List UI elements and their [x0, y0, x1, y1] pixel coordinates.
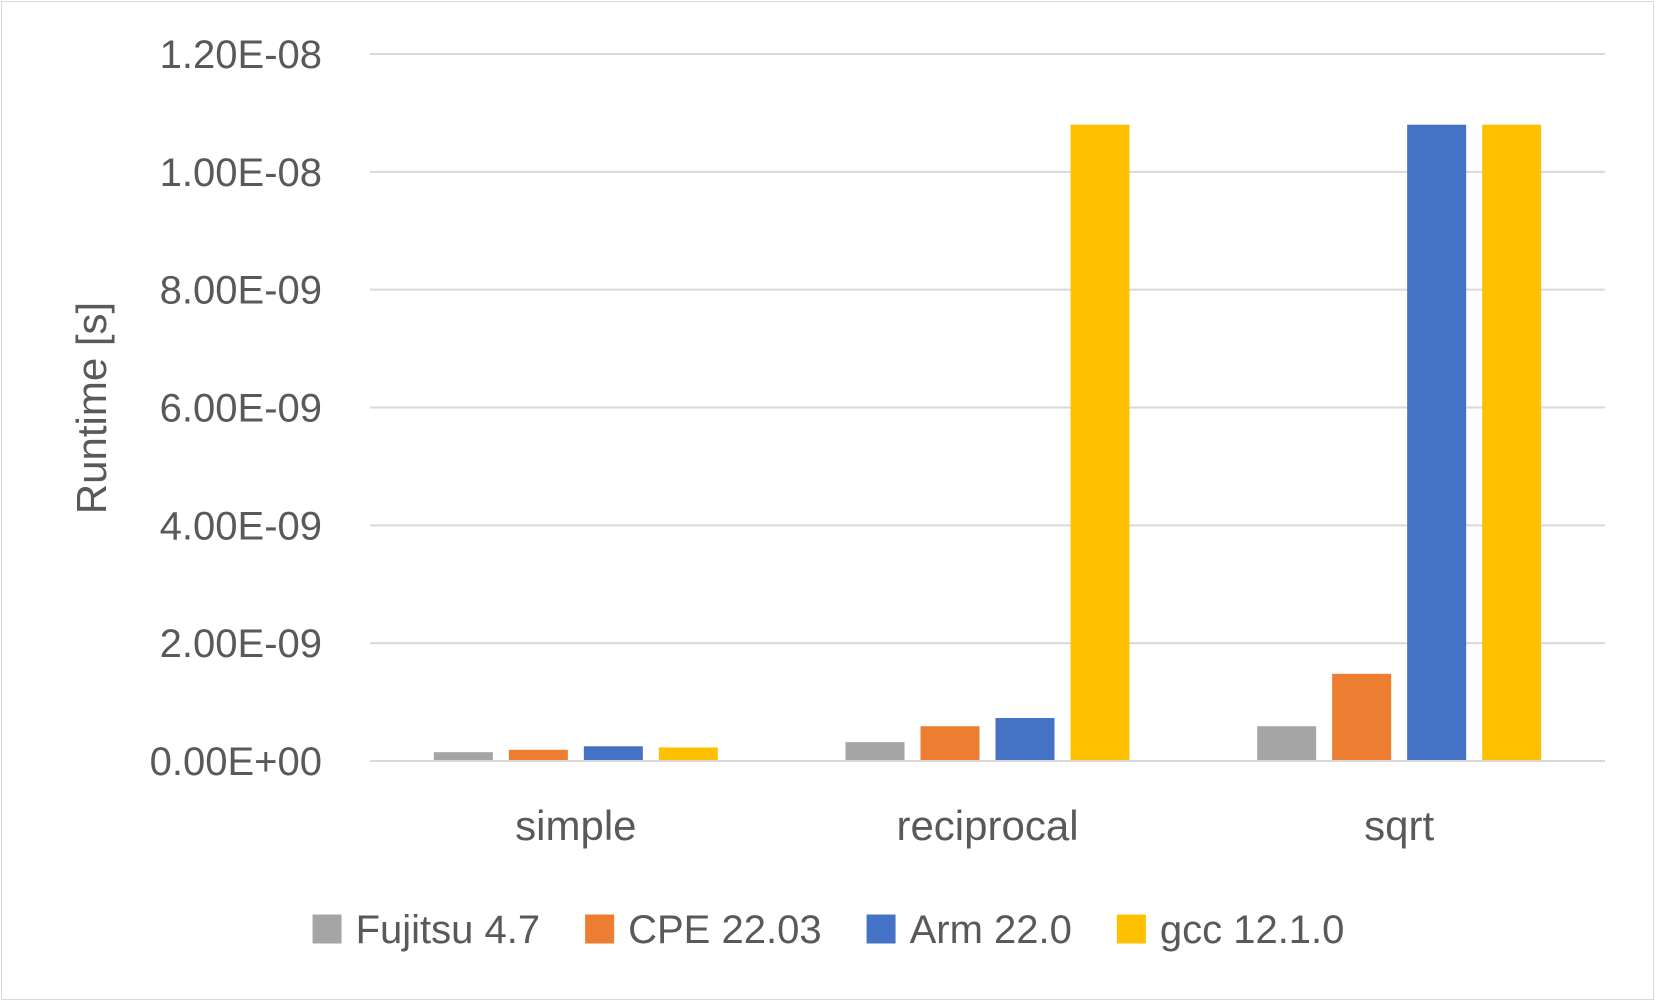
x-tick-label: simple: [515, 802, 636, 849]
bar: [845, 742, 905, 761]
y-tick-label: 0.00E+00: [150, 740, 322, 784]
legend-swatch: [866, 914, 896, 944]
bar: [1332, 673, 1392, 761]
bars: [433, 124, 1542, 761]
legend-label: Arm 22.0: [910, 908, 1072, 952]
gridlines: [370, 53, 1605, 645]
bar: [1482, 124, 1542, 761]
legend-label: gcc 12.1.0: [1160, 908, 1345, 952]
y-tick-label: 8.00E-09: [160, 269, 322, 313]
bar: [920, 726, 980, 761]
bar: [583, 746, 643, 761]
x-tick-label: sqrt: [1364, 802, 1434, 849]
bar: [658, 747, 718, 761]
y-tick-label: 6.00E-09: [160, 387, 322, 431]
legend-swatch: [1116, 914, 1146, 944]
legend-label: CPE 22.03: [628, 908, 821, 952]
y-tick-label: 1.00E-08: [160, 151, 322, 195]
bar: [995, 717, 1055, 761]
x-tick-label: reciprocal: [896, 802, 1078, 849]
bar: [1407, 124, 1467, 761]
bar: [1257, 726, 1317, 761]
y-tick-label: 2.00E-09: [160, 622, 322, 666]
legend-swatch: [585, 914, 615, 944]
legend-label: Fujitsu 4.7: [356, 908, 541, 952]
x-axis-tick-labels: simple reciprocal sqrt: [515, 802, 1434, 849]
legend-swatch: [312, 914, 342, 944]
y-tick-label: 1.20E-08: [160, 33, 322, 77]
y-tick-label: 4.00E-09: [160, 504, 322, 548]
legend: Fujitsu 4.7 CPE 22.03 Arm 22.0 gcc 12.1.0: [312, 908, 1345, 952]
bar: [433, 752, 493, 761]
y-axis-tick-labels: 0.00E+00 2.00E-09 4.00E-09 6.00E-09 8.00E-09…: [150, 33, 322, 784]
bar: [508, 749, 568, 761]
bar: [1070, 124, 1130, 761]
y-axis-label: Runtime [s]: [68, 302, 115, 514]
